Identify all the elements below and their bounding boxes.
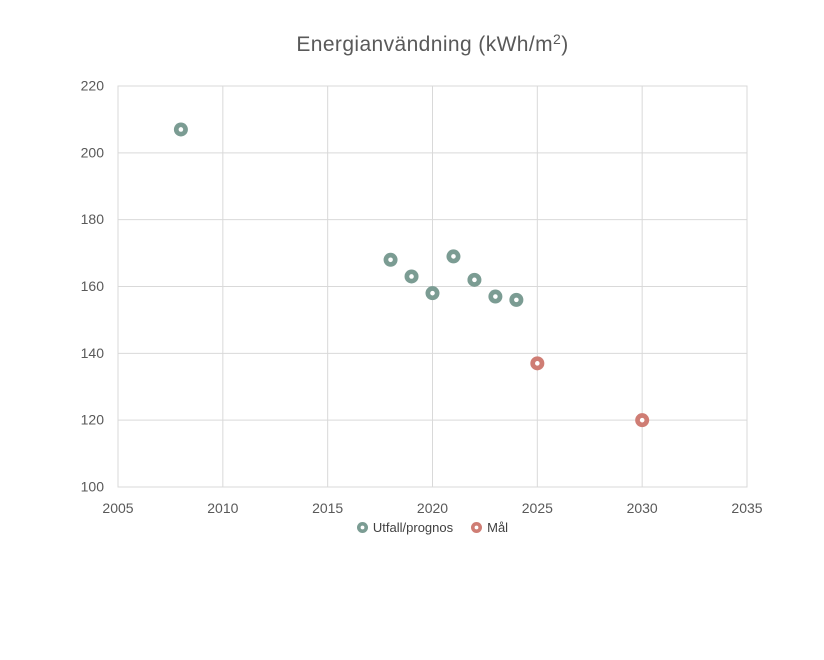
data-point-hole — [493, 294, 498, 299]
mal-marker-icon — [471, 522, 483, 533]
x-axis-tick-label: 2010 — [207, 500, 238, 516]
chart-title-superscript: 2 — [553, 31, 562, 47]
legend-item-mal: Mål — [471, 520, 508, 535]
x-axis-tick-label: 2025 — [522, 500, 553, 516]
y-axis-tick-label: 200 — [81, 144, 105, 160]
plot-border — [117, 85, 748, 488]
y-axis-tick-label: 100 — [81, 479, 105, 495]
y-axis-tick-label: 120 — [81, 412, 105, 428]
data-point-hole — [178, 127, 184, 132]
chart-title: Energianvändning (kWh/m2) — [118, 31, 747, 57]
y-axis-tick-label: 180 — [81, 211, 105, 227]
chart-title-close-paren: ) — [561, 33, 569, 56]
data-point-hole — [409, 274, 414, 279]
data-point-hole — [639, 417, 645, 423]
data-point-hole — [514, 297, 519, 303]
y-axis-tick-label: 160 — [81, 278, 105, 294]
legend: Utfall/prognos Mål — [118, 520, 747, 535]
data-point-hole — [430, 290, 435, 296]
x-axis-tick-label: 2030 — [627, 500, 658, 516]
x-axis-tick-label: 2020 — [417, 500, 448, 516]
legend-label-utfall-prognos: Utfall/prognos — [372, 520, 454, 535]
y-axis-tick-label: 140 — [81, 345, 105, 361]
x-axis-tick-label: 2005 — [102, 500, 133, 516]
data-point-hole — [472, 277, 477, 283]
x-axis-tick-label: 2035 — [731, 500, 762, 516]
x-axis-tick-label: 2015 — [312, 500, 343, 516]
legend-label-mal: Mål — [487, 520, 509, 535]
data-point-hole — [388, 257, 393, 263]
utfall-prognos-marker-icon — [356, 522, 368, 533]
data-point-hole — [451, 254, 456, 259]
chart-title-text: Energianvändning (kWh/m — [296, 33, 554, 56]
y-axis-tick-label: 220 — [81, 78, 105, 94]
data-point-hole — [535, 361, 540, 366]
legend-item-utfall-prognos: Utfall/prognos — [356, 520, 454, 535]
